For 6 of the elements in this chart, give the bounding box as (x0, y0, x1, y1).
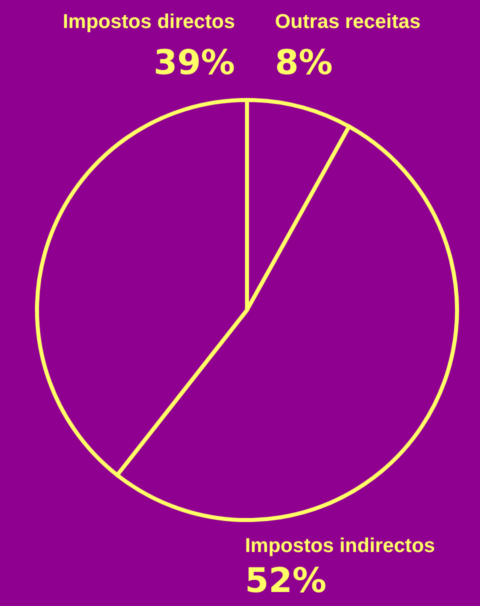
data-label: 39% (154, 43, 235, 83)
slice-label: Outras receitas (275, 11, 421, 33)
data-label: 8% (275, 43, 333, 83)
slice-label: Impostos indirectos (245, 535, 436, 557)
data-label: 52% (245, 561, 326, 601)
slice-label: Impostos directos (62, 11, 235, 33)
